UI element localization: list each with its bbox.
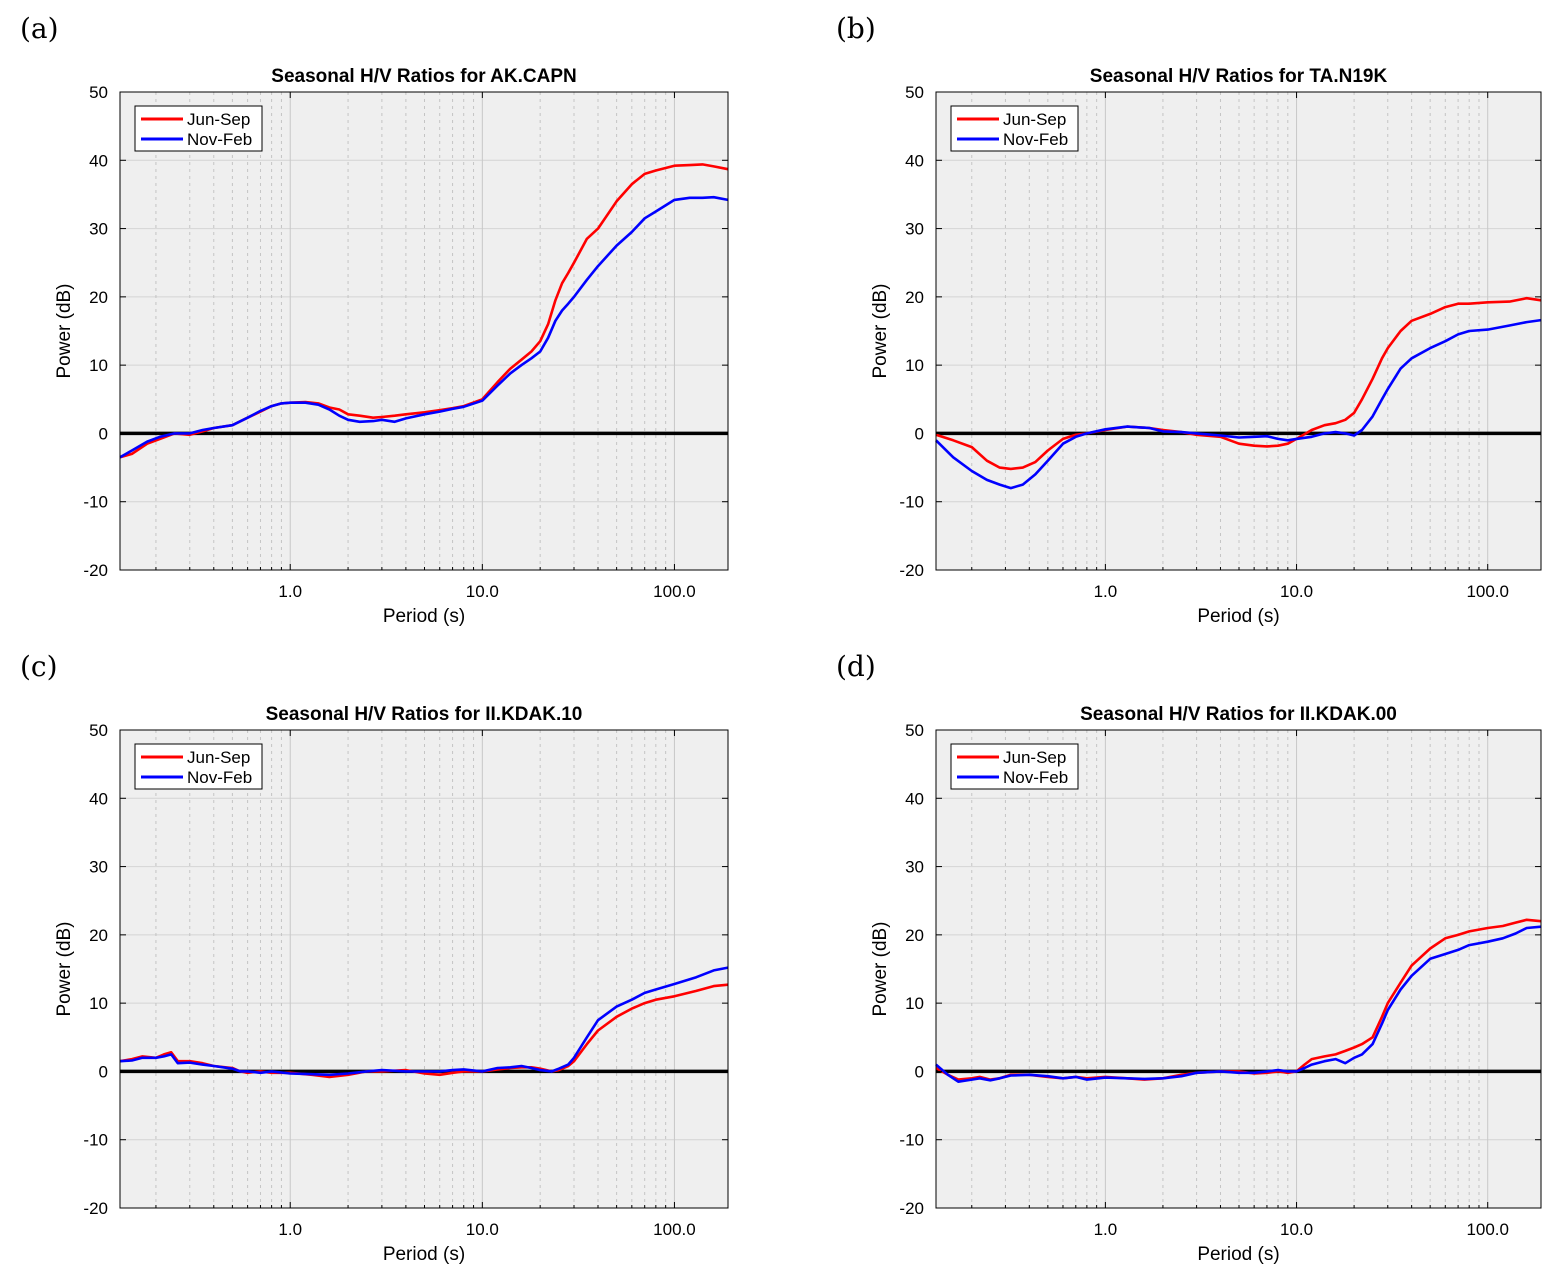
chart-panel-a: (a) -20 -10 0 10 20 30 40 50 1.0 10.0 100.0 Seasonal… bbox=[20, 12, 729, 627]
plot-area bbox=[936, 730, 1541, 1208]
y-tick-label: -10 bbox=[83, 493, 108, 512]
chart-title: Seasonal H/V Ratios for AK.CAPN bbox=[271, 66, 576, 87]
y-axis-label: Power (dB) bbox=[870, 921, 891, 1016]
y-tick-label: 10 bbox=[89, 994, 108, 1013]
y-axis-label: Power (dB) bbox=[54, 283, 75, 378]
x-tick-label: 100.0 bbox=[1466, 1220, 1509, 1239]
series-line-nov-feb bbox=[935, 318, 1542, 490]
legend-entry-label: Jun-Sep bbox=[187, 110, 250, 129]
y-tick-label: 50 bbox=[89, 721, 108, 740]
y-tick-label: 30 bbox=[89, 220, 108, 239]
legend-box bbox=[950, 105, 1079, 152]
y-tick-label: 40 bbox=[905, 789, 924, 808]
legend-entry-label: Nov-Feb bbox=[187, 768, 252, 787]
x-tick-label: 10.0 bbox=[466, 582, 499, 601]
legend-entry-label: Jun-Sep bbox=[1003, 110, 1066, 129]
plot-frame bbox=[935, 729, 1542, 1209]
x-tick-label: 1.0 bbox=[1094, 582, 1118, 601]
chart-panel-b: (b) -20 -10 0 10 20 30 40 50 1.0 10.0 100.0 Seasonal… bbox=[836, 12, 1542, 627]
y-tick-label: 10 bbox=[905, 356, 924, 375]
y-tick-label: 0 bbox=[915, 424, 924, 443]
grid bbox=[120, 91, 728, 571]
x-tick-label: 1.0 bbox=[278, 1220, 302, 1239]
x-axis-label: Period (s) bbox=[1197, 1244, 1279, 1265]
x-axis-label: Period (s) bbox=[1197, 606, 1279, 627]
y-tick-label: 40 bbox=[89, 789, 108, 808]
y-tick-label: 10 bbox=[89, 356, 108, 375]
x-tick-label: 100.0 bbox=[1466, 582, 1509, 601]
y-tick-label: 20 bbox=[905, 926, 924, 945]
legend-entry-label: Jun-Sep bbox=[187, 748, 250, 767]
legend-entry-label: Nov-Feb bbox=[1003, 768, 1068, 787]
y-tick-label: 50 bbox=[905, 83, 924, 102]
x-tick-label: 1.0 bbox=[1094, 1220, 1118, 1239]
y-tick-label: -20 bbox=[899, 561, 924, 580]
plot-frame bbox=[935, 91, 1542, 571]
y-tick-label: -20 bbox=[899, 1199, 924, 1218]
x-tick-label: 10.0 bbox=[466, 1220, 499, 1239]
chart-panel-d: (d) -20 -10 0 10 20 30 40 50 1.0 10.0 100.0 Seasonal… bbox=[836, 650, 1542, 1265]
y-tick-label: -10 bbox=[899, 493, 924, 512]
y-tick-label: 50 bbox=[89, 83, 108, 102]
plot-area bbox=[120, 92, 728, 570]
x-tick-label: 10.0 bbox=[1280, 582, 1313, 601]
y-tick-label: 30 bbox=[905, 858, 924, 877]
legend-entry-label: Nov-Feb bbox=[187, 130, 252, 149]
y-tick-label: 20 bbox=[89, 288, 108, 307]
series-line-jun-sep bbox=[935, 296, 1542, 471]
panel-letter: (b) bbox=[836, 12, 876, 45]
y-tick-label: -10 bbox=[899, 1131, 924, 1150]
x-tick-label: 100.0 bbox=[653, 582, 696, 601]
y-axis-label: Power (dB) bbox=[870, 283, 891, 378]
legend-box bbox=[950, 743, 1079, 790]
x-tick-label: 1.0 bbox=[278, 582, 302, 601]
legend-box bbox=[134, 743, 263, 790]
y-tick-label: -20 bbox=[83, 1199, 108, 1218]
legend-box bbox=[134, 105, 263, 152]
series-line-nov-feb bbox=[119, 966, 729, 1077]
y-axis-label: Power (dB) bbox=[54, 921, 75, 1016]
y-tick-label: 20 bbox=[89, 926, 108, 945]
x-axis-label: Period (s) bbox=[383, 606, 465, 627]
y-tick-label: 30 bbox=[89, 858, 108, 877]
y-tick-label: -20 bbox=[83, 561, 108, 580]
y-tick-label: 0 bbox=[99, 424, 108, 443]
panel-letter: (a) bbox=[20, 12, 59, 45]
chart-title: Seasonal H/V Ratios for II.KDAK.10 bbox=[266, 704, 583, 725]
y-tick-label: 0 bbox=[915, 1062, 924, 1081]
y-tick-label: 40 bbox=[905, 151, 924, 170]
y-tick-label: 0 bbox=[99, 1062, 108, 1081]
series-line-nov-feb bbox=[119, 195, 729, 459]
panel-letter: (c) bbox=[20, 650, 58, 683]
x-tick-label: 10.0 bbox=[1280, 1220, 1313, 1239]
y-tick-label: 20 bbox=[905, 288, 924, 307]
x-tick-label: 100.0 bbox=[653, 1220, 696, 1239]
chart-title: Seasonal H/V Ratios for II.KDAK.00 bbox=[1080, 704, 1397, 725]
y-tick-label: -10 bbox=[83, 1131, 108, 1150]
legend-entry-label: Jun-Sep bbox=[1003, 748, 1066, 767]
series-line-jun-sep bbox=[119, 983, 729, 1079]
plot-area bbox=[936, 92, 1541, 570]
plot-area bbox=[120, 730, 728, 1208]
chart-title: Seasonal H/V Ratios for TA.N19K bbox=[1090, 66, 1388, 87]
x-axis-label: Period (s) bbox=[383, 1244, 465, 1265]
legend-entry-label: Nov-Feb bbox=[1003, 130, 1068, 149]
y-tick-label: 50 bbox=[905, 721, 924, 740]
panel-letter: (d) bbox=[836, 650, 876, 683]
chart-panel-c: (c) -20 -10 0 10 20 30 40 50 1.0 10.0 100.0 Seasonal… bbox=[20, 650, 729, 1265]
y-tick-label: 40 bbox=[89, 151, 108, 170]
y-tick-label: 30 bbox=[905, 220, 924, 239]
plot-frame bbox=[119, 729, 729, 1209]
series-line-nov-feb bbox=[935, 925, 1542, 1083]
plot-frame bbox=[119, 91, 729, 571]
grid bbox=[120, 729, 728, 1209]
y-tick-label: 10 bbox=[905, 994, 924, 1013]
